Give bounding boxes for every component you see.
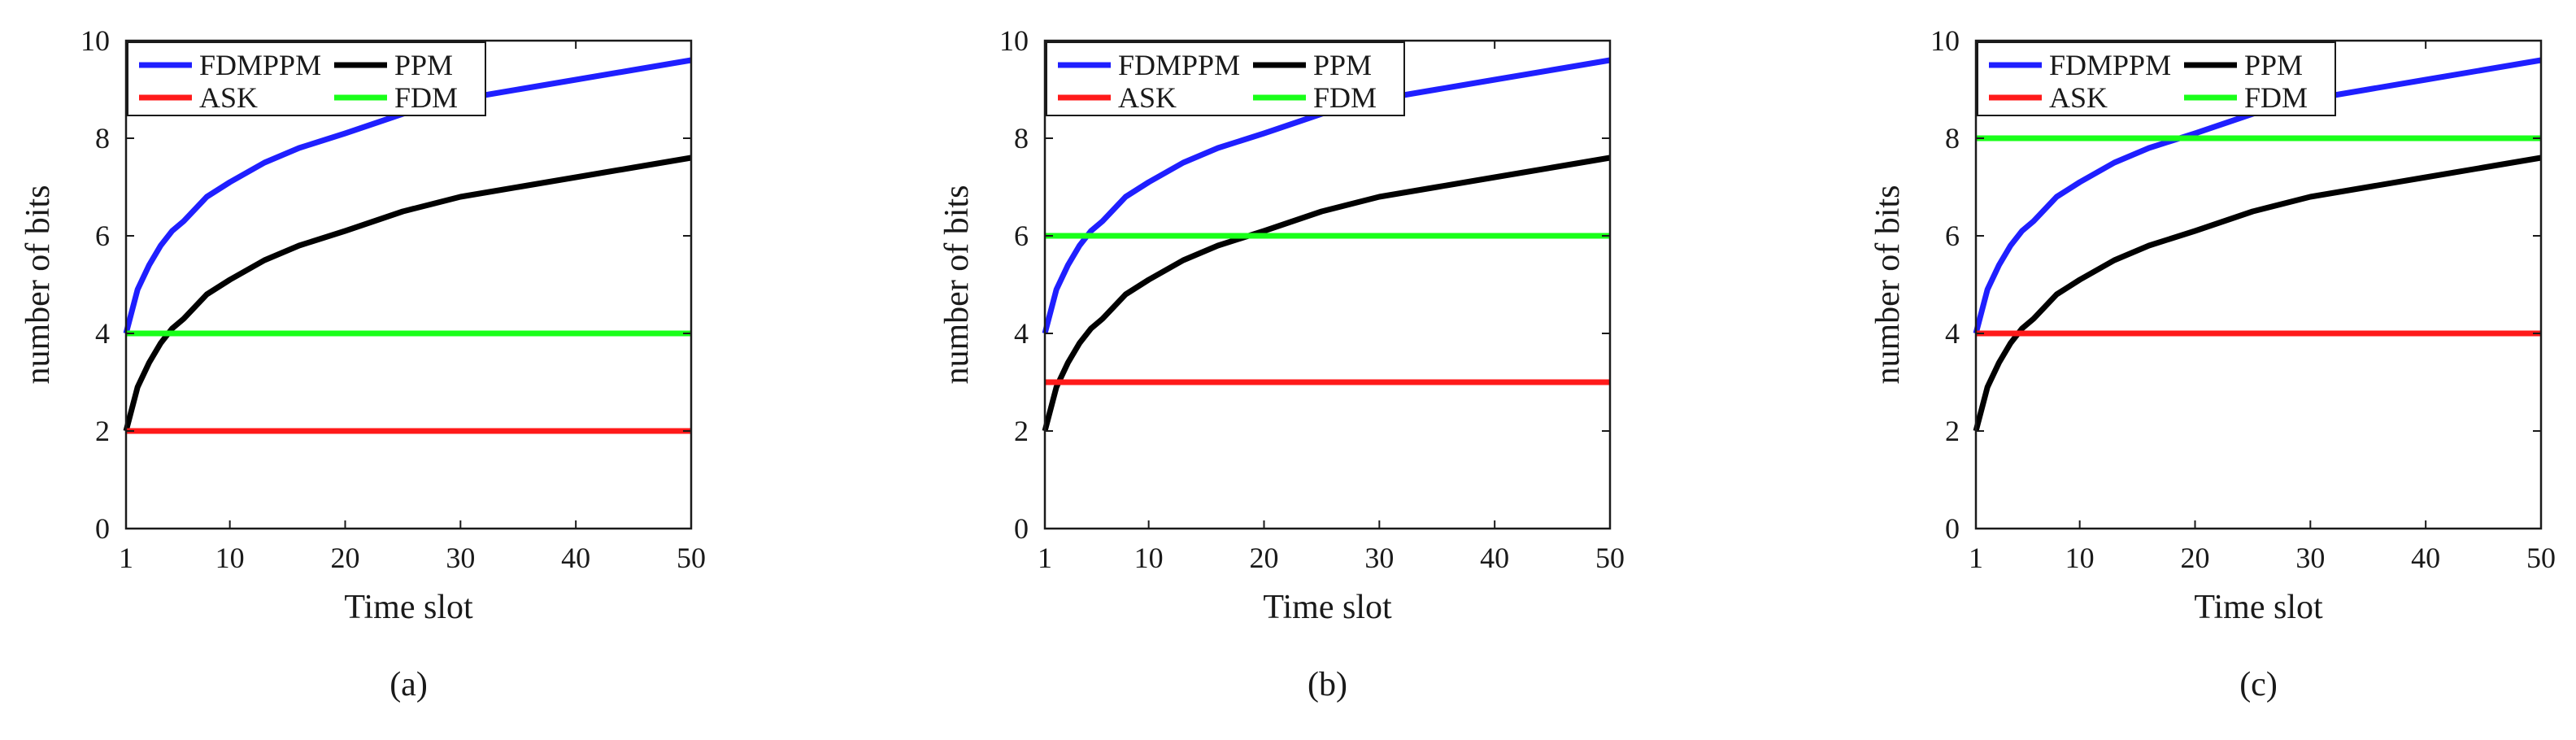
y-tick-label: 2: [95, 415, 110, 447]
y-tick-label: 8: [95, 122, 110, 155]
x-tick-label: 20: [1249, 542, 1278, 574]
panel-caption: (c): [2239, 666, 2278, 703]
x-tick-label: 1: [1038, 542, 1052, 574]
legend-label-fdmppm: FDMPPM: [199, 49, 321, 81]
legend-box: [1977, 41, 2336, 116]
legend-label-fdmppm: FDMPPM: [1118, 49, 1240, 81]
legend-label-ppm: PPM: [1313, 49, 1372, 81]
x-axis-label: Time slot: [2194, 589, 2323, 626]
y-tick-label: 6: [95, 220, 110, 252]
x-tick-label: 10: [2065, 542, 2095, 574]
y-tick-label: 4: [1014, 317, 1029, 350]
chart-panel-3: 1 10 20 30 40 50 0 2 4 6 8 10 Time slot number of bit…: [1869, 24, 2556, 703]
legend-label-ppm: PPM: [2244, 49, 2303, 81]
plot-frame: [1974, 39, 2543, 530]
x-tick-label: 30: [1364, 542, 1394, 574]
legend: FDMPPM PPM ASK FDM: [1046, 41, 1405, 116]
y-tick-label: 8: [1945, 122, 1960, 155]
y-tick-label: 2: [1945, 415, 1960, 447]
x-tick-label: 10: [215, 542, 245, 574]
legend: FDMPPM PPM ASK FDM: [127, 41, 486, 116]
series-line-ppm: [1042, 155, 1611, 432]
legend-label-fdm: FDM: [2244, 81, 2308, 114]
x-tick-label: 30: [2295, 542, 2325, 574]
legend-box: [127, 41, 486, 116]
legend-label-fdmppm: FDMPPM: [2049, 49, 2171, 81]
y-tick-label: 10: [999, 24, 1029, 57]
x-tick-label: 10: [1134, 542, 1164, 574]
x-tick-label: 50: [2526, 542, 2556, 574]
y-tick-label: 8: [1014, 122, 1029, 155]
y-tick-label: 0: [1945, 512, 1960, 545]
y-axis-label: number of bits: [938, 185, 976, 385]
y-axis-label: number of bits: [1869, 185, 1907, 385]
legend: FDMPPM PPM ASK FDM: [1977, 41, 2336, 116]
panel-caption: (b): [1308, 666, 1347, 703]
y-tick-label: 4: [1945, 317, 1960, 350]
x-tick-label: 40: [561, 542, 590, 574]
y-tick-label: 6: [1014, 220, 1029, 252]
x-tick-label: 20: [2180, 542, 2209, 574]
plot-frame: [124, 39, 693, 530]
x-tick-label: 1: [1969, 542, 1983, 574]
legend-label-ask: ASK: [2049, 81, 2108, 114]
y-tick-label: 0: [95, 512, 110, 545]
x-tick-label: 20: [330, 542, 359, 574]
x-tick-label: 40: [2411, 542, 2440, 574]
panel-caption: (a): [389, 666, 428, 703]
legend-label-ask: ASK: [1118, 81, 1177, 114]
series-line-fdmppm: [123, 57, 692, 334]
x-axis-label: Time slot: [344, 589, 473, 626]
series-line-fdmppm: [1042, 57, 1611, 334]
legend-label-ppm: PPM: [394, 49, 453, 81]
series-line-fdmppm: [1973, 57, 2542, 334]
x-tick-label: 1: [119, 542, 133, 574]
x-tick-label: 50: [1595, 542, 1625, 574]
x-tick-label: 30: [446, 542, 475, 574]
chart-panel-2: 1 10 20 30 40 50 0 2 4 6 8 10 Time slot number of bit…: [938, 24, 1625, 703]
legend-label-fdm: FDM: [394, 81, 458, 114]
x-axis-label: Time slot: [1263, 589, 1392, 626]
x-tick-label: 50: [677, 542, 706, 574]
y-tick-label: 10: [1930, 24, 1960, 57]
chart-panel-1: 1 10 20 30 40 50 0 2 4 6 8 10 Time slot number of bit…: [20, 24, 706, 703]
y-tick-label: 6: [1945, 220, 1960, 252]
legend-label-fdm: FDM: [1313, 81, 1377, 114]
y-tick-label: 0: [1014, 512, 1029, 545]
series-line-ppm: [123, 155, 692, 432]
x-tick-label: 40: [1480, 542, 1509, 574]
plot-frame: [1043, 39, 1612, 530]
series-line-ppm: [1973, 155, 2542, 432]
y-tick-label: 4: [95, 317, 110, 350]
legend-box: [1046, 41, 1405, 116]
y-axis-label: number of bits: [20, 185, 57, 385]
y-tick-label: 10: [80, 24, 110, 57]
y-tick-label: 2: [1014, 415, 1029, 447]
legend-label-ask: ASK: [199, 81, 258, 114]
